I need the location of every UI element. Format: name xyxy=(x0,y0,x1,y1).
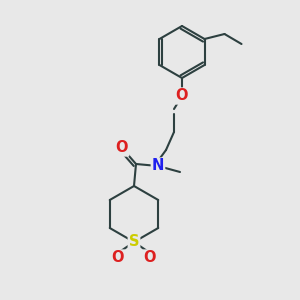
Text: O: O xyxy=(116,140,128,155)
Text: O: O xyxy=(144,250,156,266)
Text: N: N xyxy=(152,158,164,173)
Text: O: O xyxy=(112,250,124,266)
Text: O: O xyxy=(176,88,188,104)
Text: S: S xyxy=(129,235,139,250)
